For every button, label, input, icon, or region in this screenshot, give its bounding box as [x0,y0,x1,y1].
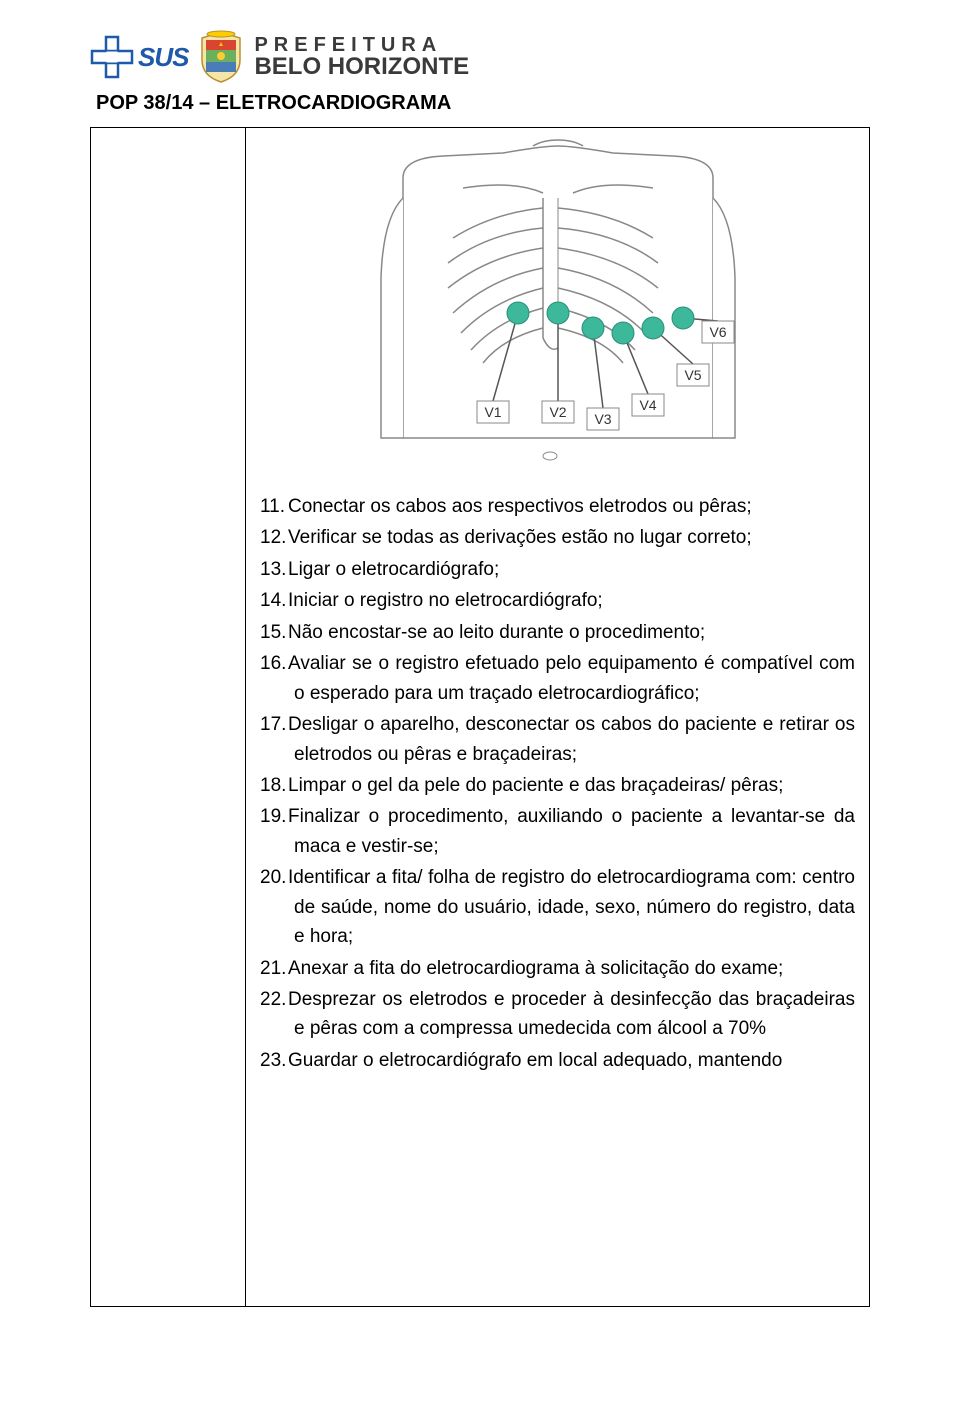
item-text: Conectar os cabos aos respectivos eletro… [288,496,752,517]
electrode-v1 [507,302,529,324]
item-text: Verificar se todas as derivações estão n… [288,527,752,548]
list-item: 16. Avaliar se o registro efetuado pelo … [260,649,855,708]
item-number: 22. [260,985,288,1014]
diagram-wrap: V1 V2 V3 V4 V5 V6 [260,138,855,468]
item-text: Anexar a fita do eletrocardiograma à sol… [288,958,783,979]
list-item: 15. Não encostar-se ao leito durante o p… [260,618,855,647]
list-item: 21. Anexar a fita do eletrocardiograma à… [260,954,855,983]
electrode-v2 [547,302,569,324]
prefeitura-line2: BELO HORIZONTE [254,55,469,79]
item-text: Avaliar se o registro efetuado pelo equi… [288,653,855,703]
list-item: 13. Ligar o eletrocardiógrafo; [260,555,855,584]
item-text: Finalizar o procedimento, auxiliando o p… [288,806,855,856]
item-text: Não encostar-se ao leito durante o proce… [288,622,705,643]
item-number: 17. [260,710,288,739]
prefeitura-text: PREFEITURA BELO HORIZONTE [254,35,469,79]
procedure-list: 11. Conectar os cabos aos respectivos el… [260,492,855,1075]
electrode-label-v4: V4 [639,397,656,413]
electrode-v6 [672,307,694,329]
list-item: 11. Conectar os cabos aos respectivos el… [260,492,855,521]
electrode-label-v5: V5 [684,367,701,383]
item-number: 16. [260,649,288,678]
electrode-label-v1: V1 [484,404,501,420]
item-number: 23. [260,1046,288,1075]
electrode-v4 [612,322,634,344]
item-text: Identificar a fita/ folha de registro do… [288,867,855,947]
sus-logo: SUS [90,35,188,79]
sus-text: SUS [138,42,188,73]
list-item: 12. Verificar se todas as derivações est… [260,523,855,552]
list-item: 18. Limpar o gel da pele do paciente e d… [260,771,855,800]
electrode-v3 [582,317,604,339]
left-column [91,128,246,1306]
item-number: 19. [260,802,288,831]
item-number: 15. [260,618,288,647]
item-number: 14. [260,586,288,615]
electrode-label-v3: V3 [594,411,611,427]
list-item: 14. Iniciar o registro no eletrocardiógr… [260,586,855,615]
item-number: 21. [260,954,288,983]
item-text: Desligar o aparelho, desconectar os cabo… [288,714,855,764]
content-table: V1 V2 V3 V4 V5 V6 11. Conectar os cabos aos r… [90,127,870,1307]
item-text: Limpar o gel da pele do paciente e das b… [288,775,783,796]
list-item: 22. Desprezar os eletrodos e proceder à … [260,985,855,1044]
item-number: 12. [260,523,288,552]
document-title: POP 38/14 – ELETROCARDIOGRAMA [96,92,870,115]
item-number: 18. [260,771,288,800]
item-number: 13. [260,555,288,584]
list-item: 20. Identificar a fita/ folha de registr… [260,863,855,951]
list-item: 19. Finalizar o procedimento, auxiliando… [260,802,855,861]
electrode-label-v6: V6 [709,324,726,340]
shield-icon [196,30,246,84]
item-text: Iniciar o registro no eletrocardiógrafo; [288,590,603,611]
list-item: 23. Guardar o eletrocardiógrafo em local… [260,1046,855,1075]
right-column: V1 V2 V3 V4 V5 V6 11. Conectar os cabos aos r… [246,128,869,1306]
electrode-v5 [642,317,664,339]
list-item: 17. Desligar o aparelho, desconectar os … [260,710,855,769]
prefeitura-line1: PREFEITURA [254,35,469,55]
item-text: Guardar o eletrocardiógrafo em local ade… [288,1050,782,1071]
item-number: 11. [260,492,288,521]
sus-cross-icon [90,35,134,79]
header: SUS PREFEITURA BELO HORIZONTE [90,30,870,84]
item-number: 20. [260,863,288,892]
ecg-placement-diagram: V1 V2 V3 V4 V5 V6 [343,138,773,468]
page: SUS PREFEITURA BELO HORIZONTE POP 38/14 … [0,0,960,1327]
electrode-label-v2: V2 [549,404,566,420]
item-text: Ligar o eletrocardiógrafo; [288,559,499,580]
item-text: Desprezar os eletrodos e proceder à desi… [288,989,855,1039]
